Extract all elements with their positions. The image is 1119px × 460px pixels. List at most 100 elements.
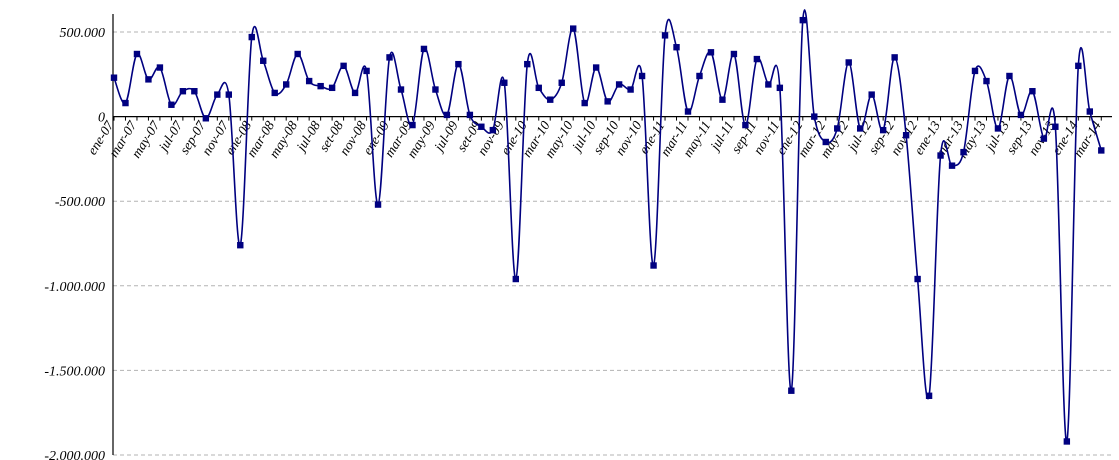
y-tick-label: -1.500.000	[44, 364, 105, 379]
data-point-marker	[879, 126, 887, 134]
data-point-marker	[1086, 108, 1093, 115]
data-point-marker	[305, 77, 313, 85]
data-point-marker	[592, 64, 600, 71]
data-point-marker	[466, 111, 474, 119]
data-point-marker	[719, 96, 726, 103]
data-point-marker	[604, 98, 611, 105]
series-layer	[110, 9, 1105, 445]
data-point-marker	[742, 121, 749, 129]
data-point-marker	[340, 62, 347, 70]
data-point-marker	[570, 25, 577, 32]
data-point-marker	[386, 54, 393, 61]
y-tick-label: -1.000.000	[44, 280, 105, 295]
data-point-marker	[397, 86, 405, 93]
data-point-marker	[730, 50, 738, 58]
data-point-marker	[443, 111, 451, 119]
data-point-marker	[202, 115, 210, 122]
data-point-marker	[948, 162, 956, 169]
data-point-marker	[363, 67, 370, 75]
data-point-marker	[179, 88, 187, 95]
data-point-marker	[237, 241, 244, 249]
data-point-marker	[673, 44, 680, 51]
data-point-marker	[581, 99, 588, 107]
y-tick-label: 500.000	[60, 26, 106, 41]
data-point-marker	[902, 132, 910, 139]
x-axis-tick-labels: ene-07mar-07may-07jul-07sep-07nov-07ene-…	[84, 116, 1104, 161]
data-point-marker	[501, 79, 508, 86]
data-point-marker	[558, 79, 565, 86]
data-point-marker	[627, 86, 634, 93]
data-point-marker	[696, 72, 703, 80]
data-point-marker	[432, 86, 439, 93]
data-point-marker	[409, 121, 416, 129]
data-point-marker	[1052, 123, 1059, 130]
data-point-marker	[822, 138, 829, 146]
gridlines	[113, 31, 1112, 456]
data-point-marker	[661, 32, 669, 39]
data-point-marker	[271, 89, 278, 97]
data-point-marker	[524, 60, 531, 68]
x-tick-label: jul-09	[430, 118, 461, 155]
data-point-marker	[994, 125, 1002, 132]
data-point-marker	[1075, 62, 1082, 70]
data-point-marker	[1063, 438, 1071, 445]
data-point-marker	[1006, 72, 1013, 80]
data-point-marker	[294, 50, 301, 58]
data-point-marker	[960, 148, 967, 156]
data-point-marker	[776, 84, 784, 92]
data-point-marker	[799, 16, 806, 24]
data-point-marker	[753, 55, 761, 63]
data-point-marker	[214, 91, 221, 98]
data-point-marker	[168, 101, 175, 108]
data-point-marker	[925, 392, 933, 399]
data-point-marker	[834, 125, 841, 132]
data-point-marker	[145, 76, 152, 83]
data-point-marker	[1029, 88, 1036, 95]
y-tick-label: 0	[98, 111, 105, 126]
data-point-marker	[937, 152, 944, 159]
data-point-marker	[811, 113, 818, 120]
data-point-marker	[478, 123, 485, 130]
data-point-marker	[1040, 135, 1048, 142]
data-point-marker	[248, 33, 255, 41]
x-tick-label: jul-08	[292, 118, 323, 155]
data-point-marker	[133, 50, 141, 58]
data-point-marker	[455, 60, 462, 68]
data-point-marker	[535, 84, 542, 92]
data-point-marker	[857, 125, 864, 132]
data-point-marker	[374, 201, 382, 208]
data-point-marker	[615, 81, 623, 88]
data-point-marker	[122, 99, 129, 107]
data-point-marker	[260, 57, 267, 64]
data-point-marker	[156, 64, 164, 71]
data-point-marker	[512, 275, 519, 283]
y-axis-tick-labels: 500.000 0 -500.000 -1.000.000 -1.500.000 -2.0…	[44, 26, 105, 460]
y-tick-label: -500.000	[55, 195, 105, 210]
data-point-marker	[638, 72, 646, 80]
data-point-marker	[684, 108, 692, 115]
data-point-marker	[328, 84, 336, 92]
y-tick-label: -2.000.000	[44, 449, 105, 460]
data-point-marker	[765, 81, 772, 88]
data-point-marker	[351, 89, 359, 97]
data-point-marker	[868, 91, 875, 98]
data-point-marker	[891, 54, 898, 61]
data-point-marker	[650, 262, 657, 269]
data-point-marker	[845, 59, 852, 66]
data-point-marker	[788, 387, 795, 394]
data-point-marker	[983, 77, 990, 85]
data-point-marker	[317, 82, 324, 90]
data-point-marker	[110, 74, 118, 81]
data-point-marker	[225, 91, 232, 98]
data-point-marker	[1017, 111, 1025, 119]
data-point-marker	[971, 67, 979, 75]
data-point-marker	[191, 88, 198, 95]
data-point-marker	[707, 49, 715, 56]
data-point-marker	[420, 45, 428, 53]
data-point-marker	[283, 81, 290, 88]
series-line	[113, 9, 1103, 443]
data-point-marker	[1098, 147, 1105, 154]
data-point-marker	[489, 126, 497, 134]
data-point-marker	[547, 96, 554, 103]
data-point-marker	[914, 275, 921, 283]
